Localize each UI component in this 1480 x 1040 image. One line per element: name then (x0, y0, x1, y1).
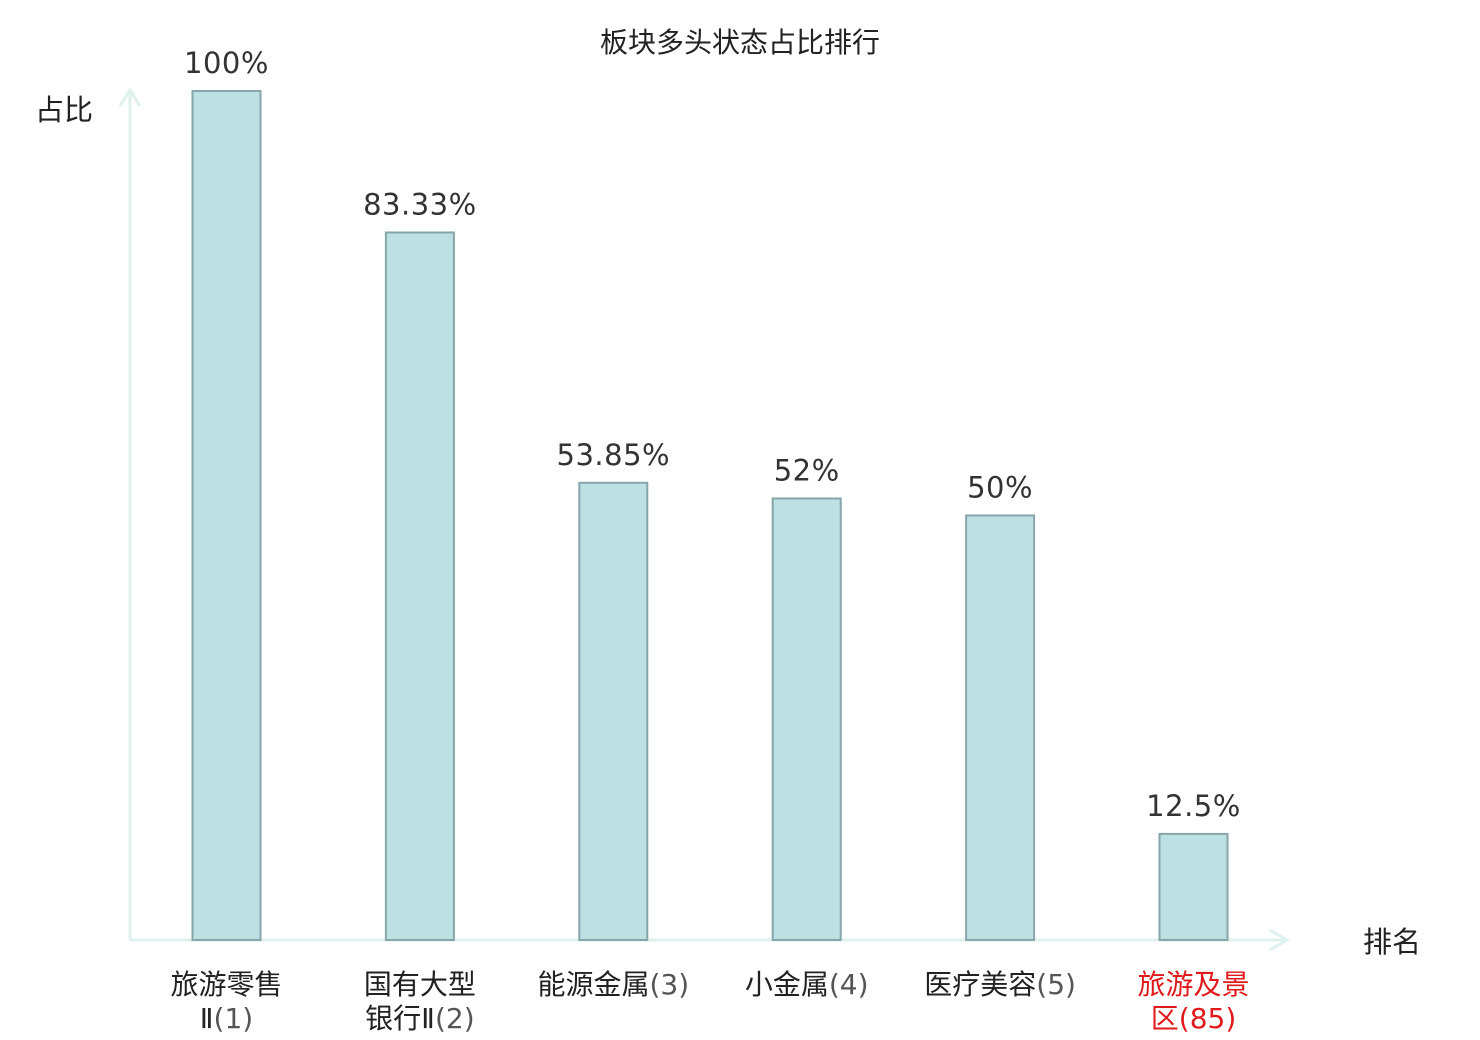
category-name-line: 区(85) (1151, 1002, 1237, 1035)
category-label-5: 医疗美容(5) (924, 968, 1076, 1001)
category-name-line: Ⅱ(1) (200, 1002, 253, 1035)
value-label-2: 83.33% (363, 188, 477, 222)
category-name: 医疗美容 (924, 968, 1036, 1001)
category-rank: (5) (1036, 968, 1076, 1001)
value-label-3: 53.85% (557, 438, 671, 472)
category-name-line: 旅游零售 (170, 968, 282, 1001)
x-axis-label: 排名 (1363, 925, 1421, 959)
y-axis-label: 占比 (35, 93, 93, 127)
bars-group (191, 90, 1229, 942)
category-name: 小金属 (745, 968, 829, 1001)
category-rank: (2) (435, 1002, 475, 1035)
category-name: 区 (1151, 1002, 1179, 1035)
category-name-line: 医疗美容(5) (924, 968, 1076, 1001)
bar-2 (384, 231, 455, 941)
category-name-line: 旅游及景 (1137, 968, 1249, 1001)
value-label-6: 12.5% (1146, 789, 1241, 823)
category-name-line: 银行Ⅱ(2) (365, 1002, 474, 1035)
category-name-line: 国有大型 (364, 968, 476, 1001)
category-name: 旅游及景 (1137, 968, 1249, 1001)
value-label-5: 50% (967, 471, 1033, 505)
category-name-line: 能源金属(3) (537, 968, 689, 1001)
chart-title: 板块多头状态占比排行 (600, 26, 880, 59)
bar-3 (578, 481, 649, 941)
value-label-4: 52% (774, 454, 840, 488)
category-label-3: 能源金属(3) (537, 968, 689, 1001)
category-name: 旅游零售 (170, 968, 282, 1001)
category-name: 银行Ⅱ (365, 1002, 435, 1035)
value-labels-group: 100% 83.33% 53.85% 52% 50% 12.5% (184, 46, 1241, 823)
category-name: 能源金属 (537, 968, 649, 1001)
category-rank: (85) (1179, 1002, 1236, 1035)
category-rank: (1) (214, 1002, 254, 1035)
x-axis-arrow (1269, 928, 1290, 952)
value-label-1: 100% (184, 46, 269, 80)
category-name: 国有大型 (364, 968, 476, 1001)
bar-6 (1158, 832, 1229, 942)
category-name-line: 小金属(4) (745, 968, 869, 1001)
category-name: Ⅱ (200, 1002, 214, 1035)
bar-1 (191, 90, 262, 941)
axes (118, 87, 1290, 952)
category-label-4: 小金属(4) (745, 968, 869, 1001)
category-rank: (4) (829, 968, 869, 1001)
bar-5 (965, 514, 1036, 941)
category-rank: (3) (649, 968, 689, 1001)
y-axis-arrow (118, 87, 142, 107)
bar-4 (771, 497, 842, 941)
